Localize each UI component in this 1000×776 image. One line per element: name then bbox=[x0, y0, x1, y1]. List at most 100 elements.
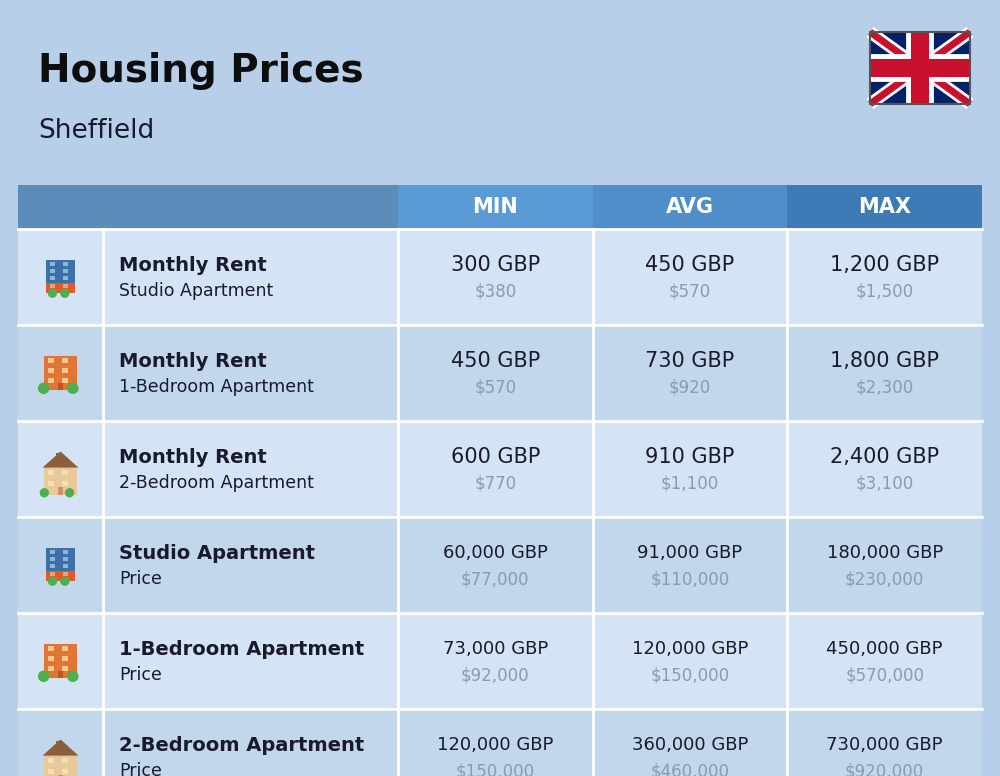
FancyBboxPatch shape bbox=[62, 368, 68, 373]
FancyBboxPatch shape bbox=[593, 185, 787, 229]
Polygon shape bbox=[42, 740, 78, 756]
FancyBboxPatch shape bbox=[50, 284, 55, 288]
Text: Monthly Rent: Monthly Rent bbox=[119, 448, 267, 467]
FancyBboxPatch shape bbox=[48, 368, 54, 373]
FancyBboxPatch shape bbox=[48, 758, 54, 764]
FancyBboxPatch shape bbox=[48, 656, 54, 661]
Text: $150,000: $150,000 bbox=[650, 667, 730, 684]
FancyBboxPatch shape bbox=[62, 480, 68, 486]
Text: 120,000 GBP: 120,000 GBP bbox=[437, 736, 554, 754]
FancyBboxPatch shape bbox=[44, 756, 77, 776]
FancyBboxPatch shape bbox=[63, 549, 68, 554]
Text: 450,000 GBP: 450,000 GBP bbox=[826, 640, 943, 659]
FancyBboxPatch shape bbox=[46, 283, 75, 293]
FancyBboxPatch shape bbox=[50, 268, 55, 273]
Text: $570: $570 bbox=[474, 379, 516, 397]
Circle shape bbox=[48, 289, 56, 297]
Text: Studio Apartment: Studio Apartment bbox=[119, 544, 315, 563]
Text: $1,500: $1,500 bbox=[856, 282, 914, 300]
FancyBboxPatch shape bbox=[18, 613, 982, 709]
FancyBboxPatch shape bbox=[48, 666, 54, 671]
Text: Monthly Rent: Monthly Rent bbox=[119, 352, 267, 371]
FancyBboxPatch shape bbox=[62, 469, 68, 475]
FancyBboxPatch shape bbox=[63, 276, 68, 280]
Text: 360,000 GBP: 360,000 GBP bbox=[632, 736, 748, 754]
FancyBboxPatch shape bbox=[62, 758, 68, 764]
Text: $380: $380 bbox=[474, 282, 516, 300]
Text: Price: Price bbox=[119, 762, 162, 776]
Text: $230,000: $230,000 bbox=[845, 570, 924, 588]
Text: Monthly Rent: Monthly Rent bbox=[119, 256, 267, 275]
Text: Price: Price bbox=[119, 570, 162, 588]
Text: 180,000 GBP: 180,000 GBP bbox=[827, 545, 943, 563]
Text: $920: $920 bbox=[669, 379, 711, 397]
FancyBboxPatch shape bbox=[58, 671, 63, 678]
Text: $570: $570 bbox=[669, 282, 711, 300]
Polygon shape bbox=[42, 452, 78, 468]
Text: 2-Bedroom Apartment: 2-Bedroom Apartment bbox=[119, 736, 364, 755]
Text: $77,000: $77,000 bbox=[461, 570, 530, 588]
Text: 2,400 GBP: 2,400 GBP bbox=[830, 448, 939, 467]
Text: 73,000 GBP: 73,000 GBP bbox=[443, 640, 548, 659]
Text: $150,000: $150,000 bbox=[456, 762, 535, 776]
FancyBboxPatch shape bbox=[62, 378, 68, 383]
Text: Studio Apartment: Studio Apartment bbox=[119, 282, 273, 300]
FancyBboxPatch shape bbox=[46, 571, 75, 581]
FancyBboxPatch shape bbox=[48, 378, 54, 383]
FancyBboxPatch shape bbox=[398, 185, 593, 229]
Text: 450 GBP: 450 GBP bbox=[645, 255, 735, 275]
Text: $1,100: $1,100 bbox=[661, 474, 719, 493]
FancyBboxPatch shape bbox=[50, 262, 55, 266]
FancyBboxPatch shape bbox=[58, 383, 63, 390]
FancyBboxPatch shape bbox=[63, 564, 68, 569]
FancyBboxPatch shape bbox=[62, 656, 68, 661]
FancyBboxPatch shape bbox=[18, 325, 982, 421]
FancyBboxPatch shape bbox=[62, 768, 68, 774]
Text: 1-Bedroom Apartment: 1-Bedroom Apartment bbox=[119, 379, 314, 397]
FancyBboxPatch shape bbox=[62, 358, 68, 362]
Circle shape bbox=[61, 289, 69, 297]
Text: $92,000: $92,000 bbox=[461, 667, 530, 684]
FancyBboxPatch shape bbox=[62, 646, 68, 650]
FancyBboxPatch shape bbox=[18, 517, 982, 613]
Circle shape bbox=[39, 671, 49, 681]
Text: 1,200 GBP: 1,200 GBP bbox=[830, 255, 939, 275]
FancyBboxPatch shape bbox=[18, 185, 103, 229]
Circle shape bbox=[48, 577, 56, 585]
Text: 600 GBP: 600 GBP bbox=[451, 448, 540, 467]
Text: 910 GBP: 910 GBP bbox=[645, 448, 735, 467]
Text: 91,000 GBP: 91,000 GBP bbox=[637, 545, 743, 563]
FancyBboxPatch shape bbox=[48, 480, 54, 486]
Circle shape bbox=[68, 383, 78, 393]
FancyBboxPatch shape bbox=[50, 549, 55, 554]
Circle shape bbox=[39, 383, 49, 393]
FancyBboxPatch shape bbox=[50, 572, 55, 576]
FancyBboxPatch shape bbox=[50, 276, 55, 280]
FancyBboxPatch shape bbox=[56, 453, 59, 459]
Text: $3,100: $3,100 bbox=[856, 474, 914, 493]
Circle shape bbox=[68, 671, 78, 681]
Circle shape bbox=[61, 577, 69, 585]
FancyBboxPatch shape bbox=[50, 557, 55, 561]
Text: 120,000 GBP: 120,000 GBP bbox=[632, 640, 748, 659]
FancyBboxPatch shape bbox=[58, 487, 63, 494]
FancyBboxPatch shape bbox=[46, 548, 75, 571]
FancyBboxPatch shape bbox=[870, 32, 970, 104]
FancyBboxPatch shape bbox=[44, 468, 77, 494]
Text: Housing Prices: Housing Prices bbox=[38, 52, 364, 90]
FancyBboxPatch shape bbox=[56, 741, 59, 747]
FancyBboxPatch shape bbox=[44, 356, 77, 390]
FancyBboxPatch shape bbox=[18, 709, 982, 776]
FancyBboxPatch shape bbox=[48, 358, 54, 362]
Text: AVG: AVG bbox=[666, 197, 714, 217]
Text: MIN: MIN bbox=[472, 197, 518, 217]
Text: $110,000: $110,000 bbox=[650, 570, 730, 588]
FancyBboxPatch shape bbox=[46, 260, 75, 283]
Text: 300 GBP: 300 GBP bbox=[451, 255, 540, 275]
Text: $920,000: $920,000 bbox=[845, 762, 924, 776]
Circle shape bbox=[66, 489, 74, 497]
Text: 60,000 GBP: 60,000 GBP bbox=[443, 545, 548, 563]
FancyBboxPatch shape bbox=[48, 469, 54, 475]
Circle shape bbox=[40, 489, 48, 497]
FancyBboxPatch shape bbox=[787, 185, 982, 229]
